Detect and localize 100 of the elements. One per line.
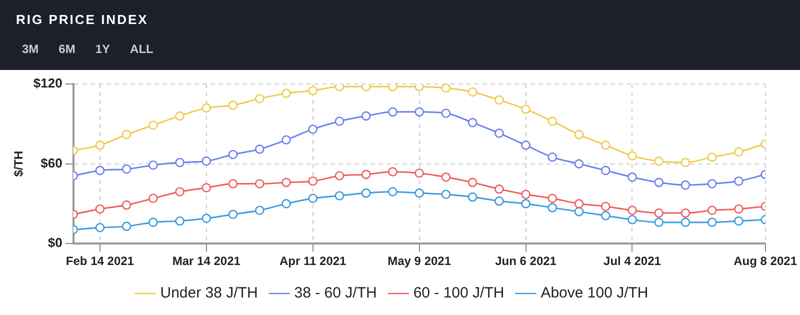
point [308,124,318,134]
x-tick-label: Mar 14 2021 [172,254,241,268]
point [494,196,504,206]
point [680,218,690,227]
point [175,216,184,226]
point [122,200,132,210]
x-tick-label: May 9 2021 [388,254,452,268]
text: 6M [58,41,76,58]
point [334,191,344,200]
point [600,166,610,176]
point [334,116,344,126]
point [95,166,105,176]
point [175,187,184,196]
point [574,130,584,140]
point [707,206,717,215]
point [148,194,158,204]
x-tick-label: Jun 6 2021 [495,254,557,268]
point [254,144,264,154]
point [521,190,530,200]
point [600,202,610,212]
point [361,111,371,121]
point [414,107,424,117]
point [148,160,158,170]
point [308,194,318,204]
point [734,147,744,156]
point [680,180,690,190]
point [441,84,451,93]
text: 1Y [94,41,112,58]
point [228,179,238,188]
point [202,214,212,223]
point [654,178,664,188]
point [468,118,478,128]
point [334,171,344,180]
point [654,218,664,227]
point [441,190,451,200]
point [254,179,264,188]
point [388,107,398,117]
point [95,222,105,232]
point [548,203,558,212]
point [707,179,717,188]
point [468,178,478,188]
point [388,167,398,176]
point [254,206,264,215]
point [175,111,184,121]
point [308,176,318,186]
point [548,194,558,204]
point [175,158,184,168]
y-tick-label: $0 [48,235,62,250]
point [282,199,291,208]
legend-label: Under 38 J/TH [160,284,258,302]
point [282,178,291,188]
point [468,87,478,97]
legend-label: 38 - 60 J/TH [294,284,377,302]
point [734,204,744,214]
legend-label: Above 100 J/TH [540,284,648,302]
point [600,211,610,220]
point [148,218,158,227]
point [122,130,132,140]
point [361,170,371,180]
point [202,183,212,192]
point [734,216,744,226]
point [680,158,690,168]
point [548,152,558,162]
point [282,135,291,145]
point [494,184,504,194]
point [521,199,530,208]
chart-title: RIG PRICE INDEX [16,11,150,27]
point [202,156,212,166]
point [628,215,637,224]
point [574,199,584,208]
point [707,152,717,162]
point [228,150,238,160]
point [228,100,238,110]
y-tick-label: $120 [33,76,62,91]
point [414,84,424,92]
point [468,192,478,202]
point [628,206,637,215]
point [414,168,424,178]
point [254,94,264,104]
y-axis-title: $/TH [12,150,26,177]
point [388,84,398,92]
x-tick-label: Apr 11 2021 [280,254,347,268]
point [734,176,744,186]
point [600,140,610,150]
point [654,156,664,166]
point [334,84,344,92]
point [521,104,530,114]
point [628,151,637,160]
point [494,95,504,105]
point [95,204,105,214]
point [494,128,504,138]
point [680,208,690,218]
point [361,188,371,198]
point [574,159,584,168]
point [361,84,371,92]
y-tick-label: $60 [40,155,62,170]
point [95,140,105,150]
point [122,222,132,231]
point [228,210,238,219]
x-tick-label: Aug 8 2021 [734,254,798,268]
